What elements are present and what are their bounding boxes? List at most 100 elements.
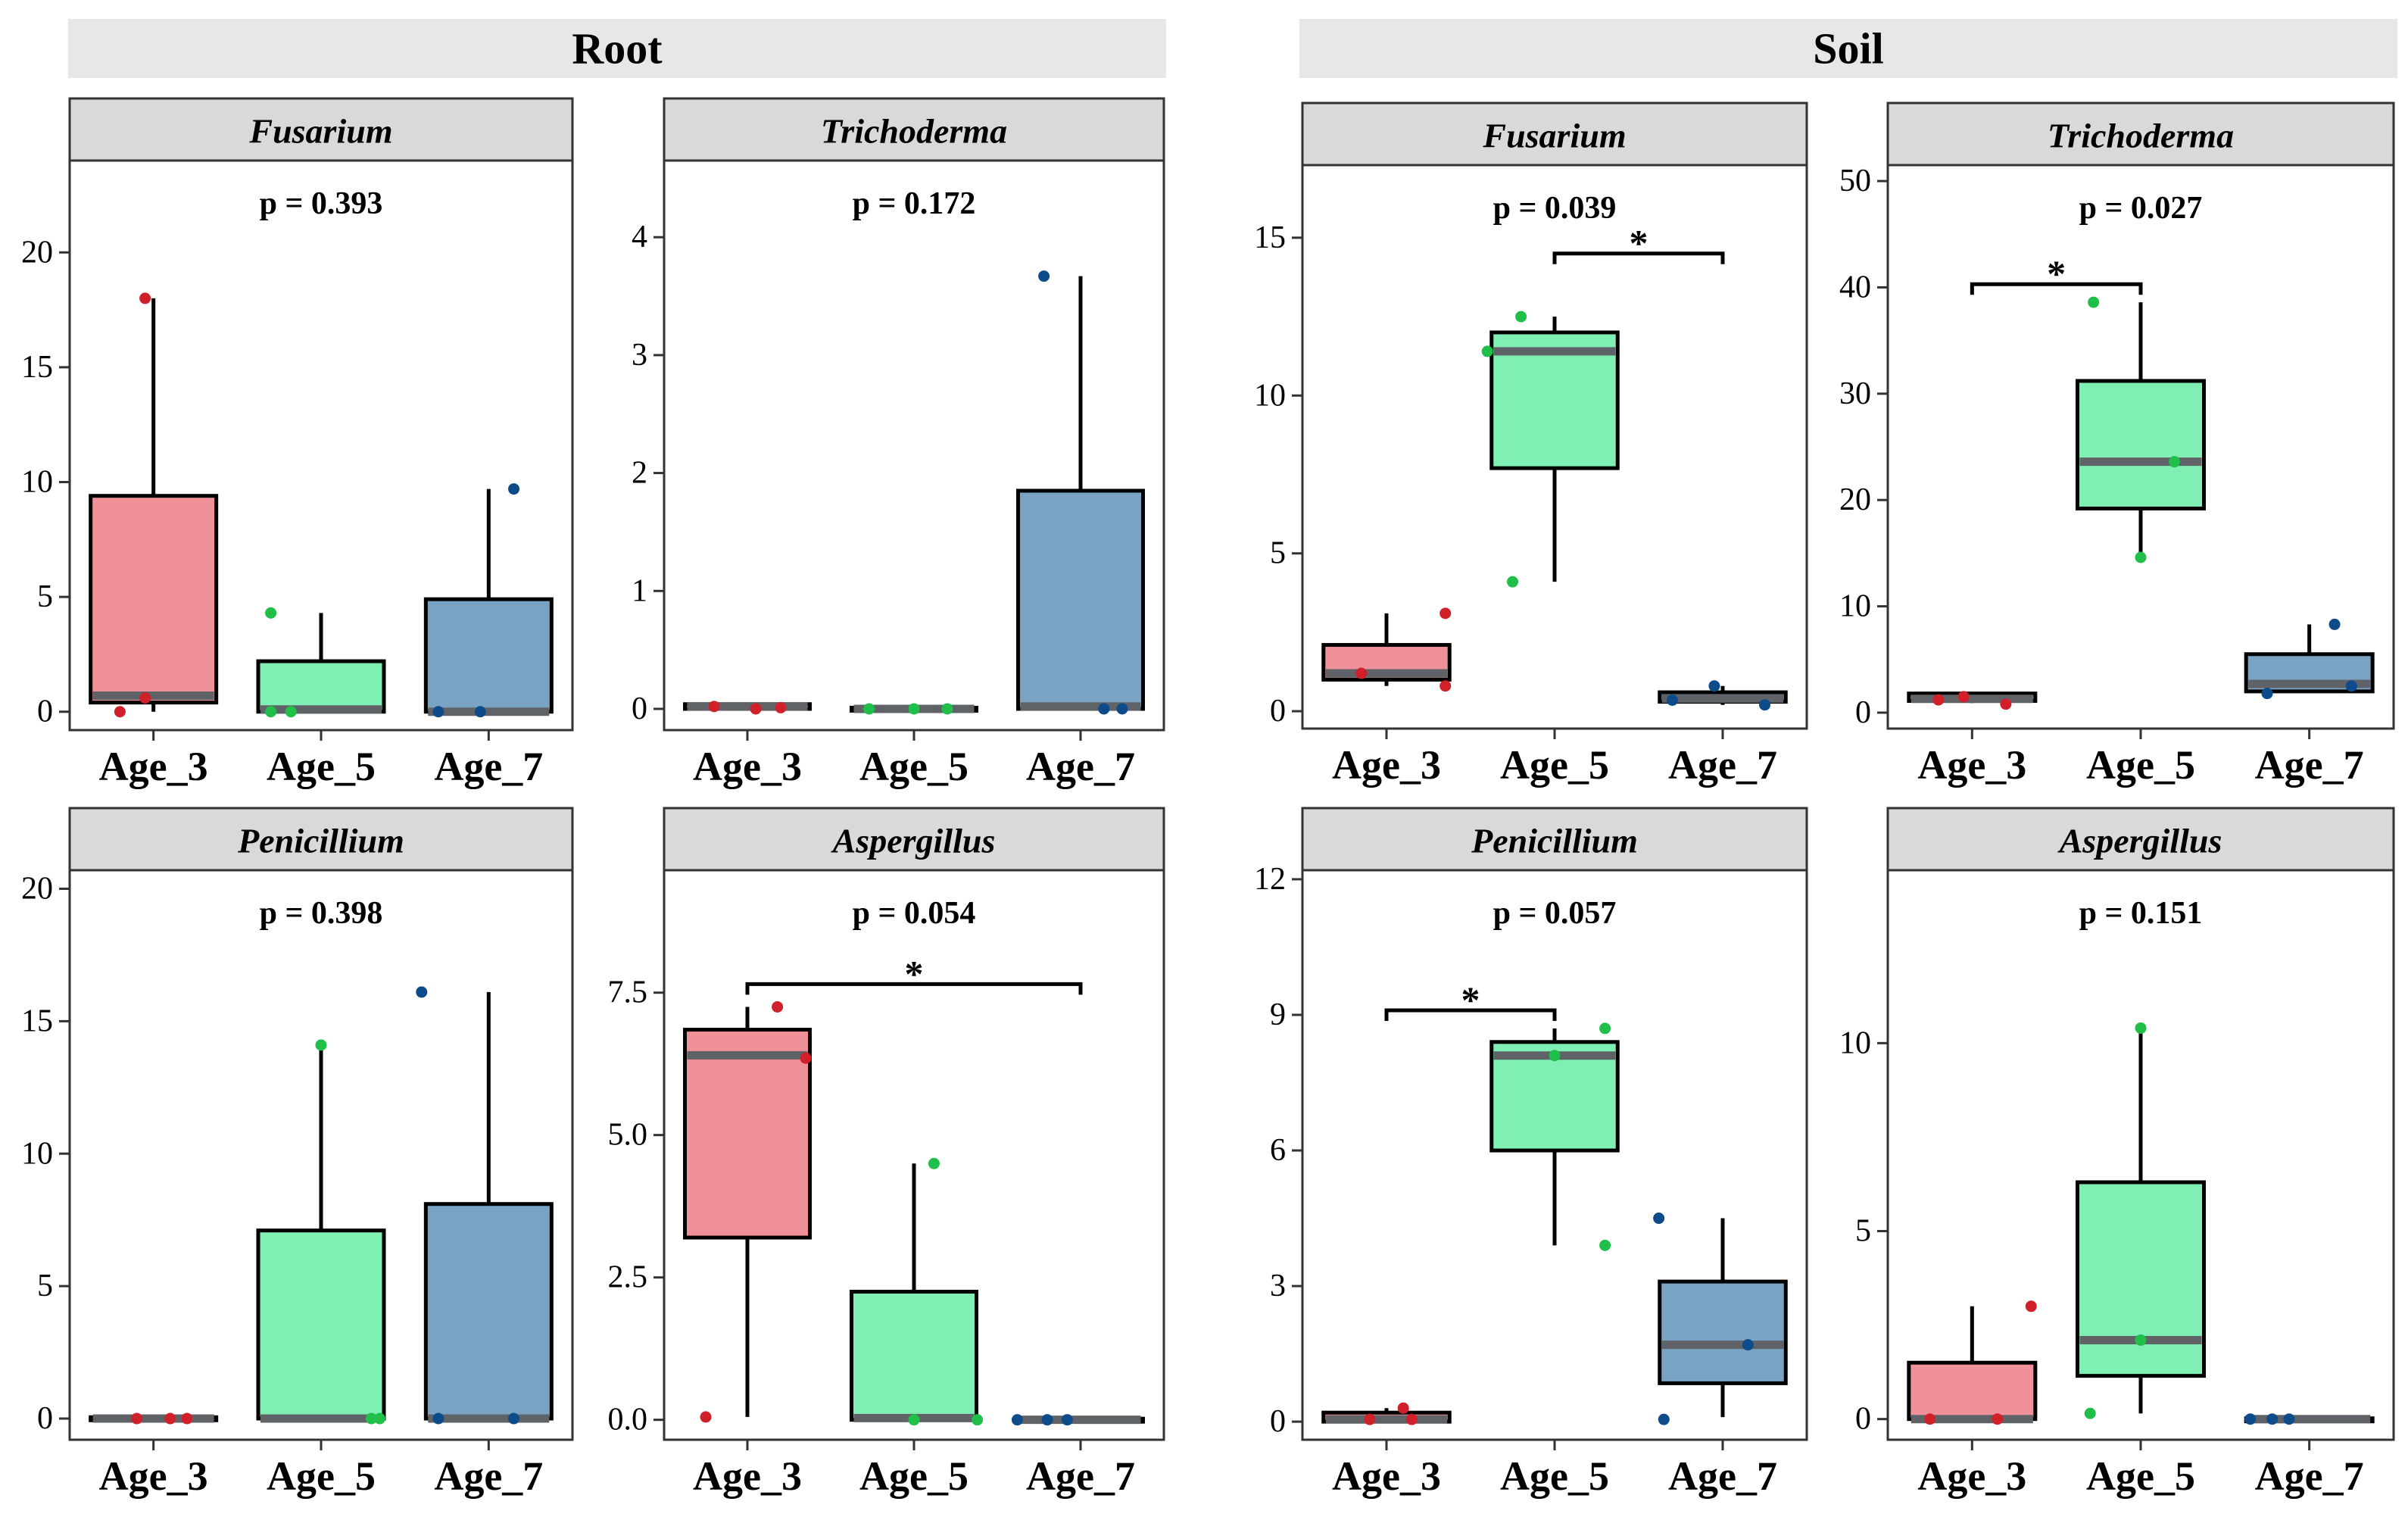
y-tick-label: 2	[632, 456, 647, 491]
data-point	[1041, 1414, 1053, 1426]
y-tick-label: 0	[1270, 1404, 1286, 1439]
y-tick-label: 10	[1839, 589, 1871, 624]
bracket-line	[1970, 282, 2143, 295]
data-point	[2244, 1413, 2257, 1425]
strip-title: Penicillium	[237, 822, 404, 860]
y-tick-label: 10	[21, 465, 53, 500]
strip-background	[1301, 807, 1808, 872]
y-tick-label: 3	[632, 338, 647, 373]
data-point	[2025, 1300, 2037, 1313]
significance-star: *	[1630, 222, 1648, 264]
data-point	[1924, 1413, 1936, 1425]
data-point	[1515, 311, 1527, 323]
data-point	[181, 1412, 193, 1425]
box-body	[1907, 1360, 2038, 1422]
p-value-label: p = 0.039	[1493, 191, 1617, 226]
y-tick-label: 5	[37, 579, 53, 614]
data-point	[265, 706, 277, 718]
y-tick-label: 20	[21, 235, 53, 270]
data-point	[508, 483, 520, 495]
data-point	[800, 1052, 812, 1064]
data-point	[1549, 1050, 1561, 1062]
significance-bracket: *	[1384, 979, 1557, 1022]
data-point	[365, 1412, 377, 1425]
box-body	[256, 1228, 386, 1421]
box-age-3	[1321, 1408, 1452, 1424]
box-age-3	[1907, 691, 2038, 704]
panel-root-trichoderma: Trichoderma 0 1 2 3 4 Age_3 Age_5 Age_7 p = 0.172	[632, 97, 1165, 789]
data-point	[2135, 551, 2147, 563]
panel-root-aspergillus: Aspergillus 0.0 2.5 5.0 7.5 Age_3 Age_5 Age_7 p …	[608, 807, 1165, 1499]
p-value-label: p = 0.393	[260, 186, 383, 221]
data-point	[2283, 1413, 2295, 1425]
p-value-label: p = 0.054	[853, 896, 976, 931]
box-age-5	[256, 1044, 386, 1423]
x-tick-label: Age_7	[2255, 1453, 2364, 1499]
data-point	[315, 1039, 327, 1051]
box-body	[1016, 488, 1145, 711]
x-tick-label: Age_3	[693, 744, 802, 789]
x-tick-label: Age_5	[267, 1453, 376, 1499]
y-tick-label: 15	[1254, 220, 1286, 255]
y-tick-label: 5	[37, 1269, 53, 1303]
panel-soil-penicillium: Penicillium 0 3 6 9 12 Age_3 Age_5 Age_7 p = 0.05…	[1254, 807, 1808, 1499]
data-point	[772, 1000, 784, 1013]
box-age-5	[2076, 302, 2206, 557]
box-age-3	[683, 1007, 812, 1417]
box-body	[89, 494, 219, 705]
y-tick-label: 20	[21, 871, 53, 906]
data-point	[131, 1412, 143, 1425]
bracket-line	[1384, 1008, 1557, 1022]
significance-bracket: *	[1552, 222, 1725, 264]
data-point	[700, 1411, 712, 1423]
data-point	[1658, 1413, 1670, 1425]
box-age-5	[256, 613, 386, 714]
x-tick-label: Age_7	[1668, 1453, 1777, 1499]
box-body	[423, 597, 554, 714]
data-point	[1481, 345, 1493, 357]
data-point	[972, 1414, 984, 1426]
data-point	[2261, 688, 2273, 700]
y-tick-label: 15	[21, 1004, 53, 1038]
box-age-7	[1016, 1416, 1145, 1425]
x-tick-label: Age_5	[859, 744, 969, 789]
p-value-label: p = 0.057	[1493, 896, 1617, 931]
strip-title: Fusarium	[248, 112, 392, 151]
x-tick-label: Age_5	[267, 744, 376, 789]
box-age-3	[89, 298, 219, 712]
p-value-label: p = 0.027	[2079, 191, 2203, 226]
data-point	[1507, 576, 1518, 588]
data-point	[432, 1412, 444, 1425]
strip-background	[1301, 101, 1808, 167]
data-point	[1932, 694, 1945, 706]
data-point	[139, 692, 151, 704]
data-point	[2135, 1334, 2147, 1346]
data-point	[2345, 680, 2357, 692]
box-age-7	[2244, 1415, 2375, 1424]
y-tick-label: 9	[1270, 997, 1286, 1032]
x-tick-label: Age_5	[1500, 1453, 1609, 1499]
data-point	[708, 701, 720, 713]
significance-bracket: *	[1970, 252, 2143, 295]
y-tick-label: 3	[1270, 1269, 1286, 1303]
y-tick-label: 1	[632, 573, 647, 608]
significance-star: *	[905, 952, 924, 994]
data-point	[474, 706, 486, 718]
y-tick-label: 10	[21, 1136, 53, 1171]
data-point	[1708, 680, 1720, 692]
data-point	[1439, 607, 1452, 620]
x-tick-label: Age_3	[1917, 1453, 2026, 1499]
data-point	[2000, 698, 2012, 710]
data-point	[908, 1414, 920, 1426]
x-tick-label: Age_7	[434, 1453, 543, 1499]
strip-background	[68, 807, 574, 872]
panel-soil-aspergillus: Aspergillus 0 5 10 Age_3 Age_5 Age_7 p = 0.151	[1839, 807, 2395, 1499]
y-tick-label: 50	[1839, 164, 1871, 198]
box-body	[423, 1202, 554, 1421]
y-tick-label: 10	[1839, 1025, 1871, 1060]
y-tick-label: 7.5	[608, 975, 648, 1010]
panel-root-penicillium: Penicillium 0 5 10 15 20 Age_3 Age_5 Age_7 p = 0.…	[21, 807, 574, 1499]
data-point	[2088, 296, 2100, 308]
